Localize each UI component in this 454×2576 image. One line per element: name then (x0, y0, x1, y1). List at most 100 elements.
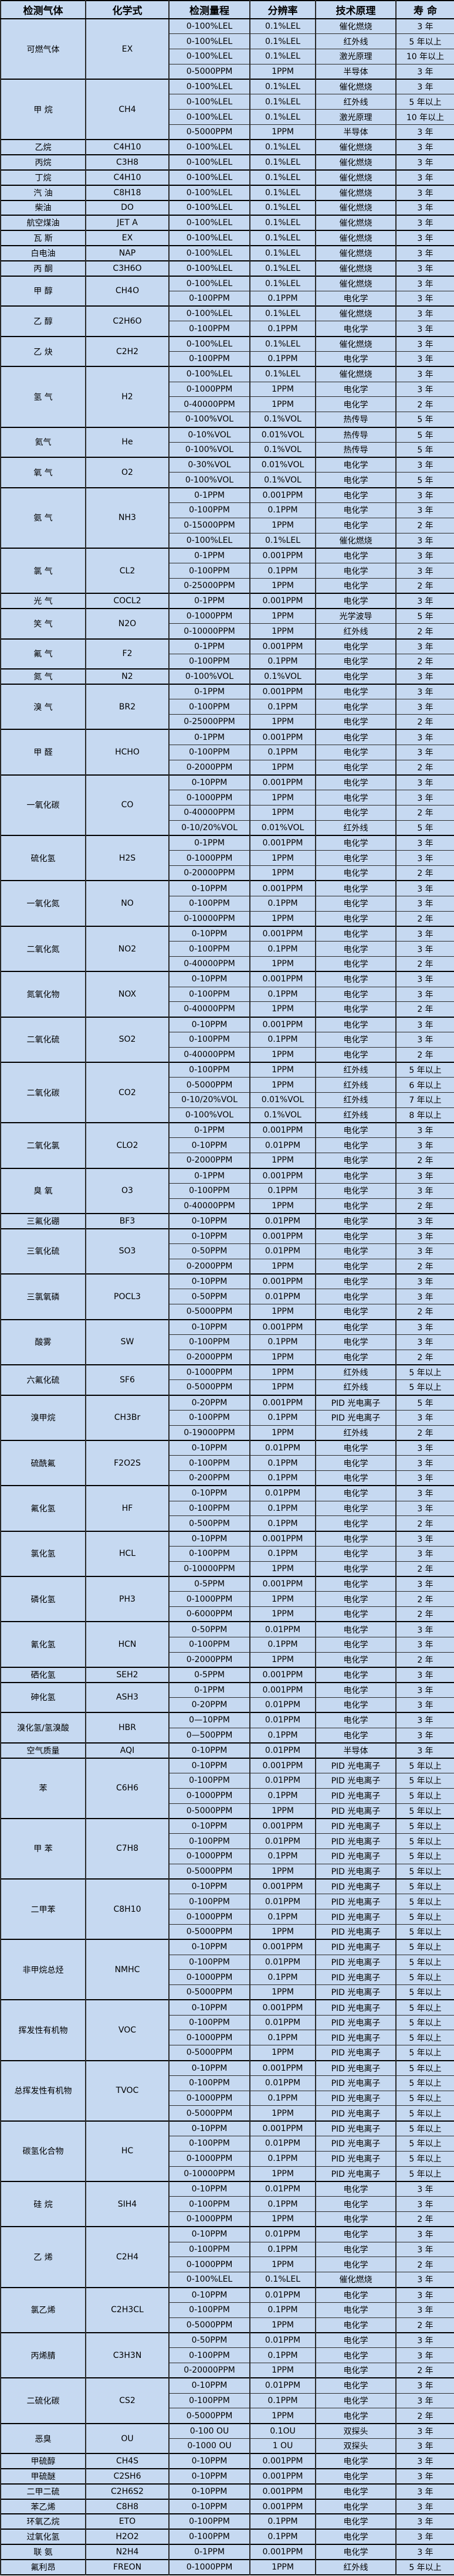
lifespan-cell: 2 年 (395, 1001, 454, 1018)
lifespan-cell: 2 年 (395, 1046, 454, 1063)
table-header: 检测气体 化学式 检测量程 分辨率 技术原理寿 命 (0, 0, 454, 19)
resolution-cell: 0.001PPM (249, 1681, 316, 1698)
table-row: 三氟化硼 BF3 0-10PPM 0.01PPM 电化学 3 年 (0, 1212, 454, 1229)
lifespan-cell: 3 年 (395, 2513, 454, 2530)
principle-cell: 电化学 (315, 2498, 397, 2514)
lifespan-cell: 3 年 (395, 729, 454, 745)
lifespan-cell: 3 年 (395, 971, 454, 987)
range-cell: 0-1PPM (168, 2544, 250, 2560)
lifespan-cell: 3 年 (395, 366, 454, 382)
resolution-cell: 0.1PPM (249, 1787, 316, 1804)
formula-cell: N2 (85, 668, 170, 685)
lifespan-cell: 5 年 (395, 441, 454, 458)
principle-cell: 电化学 (315, 638, 397, 654)
table-row: 光 气 COCL2 0-1PPM 0.001PPM 电化学 3 年 (0, 593, 454, 609)
lifespan-cell: 5 年以上 (395, 33, 454, 50)
range-cell: 0-1000PPM (168, 1848, 250, 1864)
table-row: 0-100PPM 0.1PPM 电化学 3 年 (1, 1455, 454, 1471)
lifespan-cell: 3 年 (395, 563, 454, 579)
principle-cell: 电化学 (315, 2332, 397, 2349)
resolution-cell: 0.001PPM (249, 1757, 316, 1773)
principle-cell: 电化学 (315, 2529, 397, 2545)
resolution-cell: 0.1%VOL (249, 1107, 316, 1123)
range-cell: 0-1PPM (168, 638, 250, 654)
lifespan-cell: 5 年以上 (395, 2105, 454, 2122)
resolution-cell: 0.01PPM (249, 1439, 316, 1456)
resolution-cell: 0.1%LEL (249, 94, 316, 110)
range-cell: 0-1000PPM (168, 790, 250, 806)
range-cell: 0-100PPM (168, 1455, 250, 1471)
lifespan-cell: 5 年以上 (395, 1061, 454, 1078)
range-cell: 0-100%LEL (168, 532, 250, 549)
range-cell: 0-10/20%VOL (168, 1092, 250, 1108)
principle-cell: 电化学 (315, 2483, 397, 2500)
formula-cell: NAP (85, 244, 170, 261)
principle-cell: 电化学 (315, 1349, 397, 1365)
resolution-cell: 0.001PPM (249, 1167, 316, 1184)
table-row: 二硫化碳 CS2 0-10PPM 0.01PPM 电化学 3 年 (0, 2377, 454, 2424)
formula-cell: CO2 (85, 1061, 170, 1123)
principle-cell: 电化学 (315, 759, 397, 776)
resolution-cell: 0.1%LEL (249, 2272, 316, 2288)
lifespan-cell: 2 年 (395, 653, 454, 670)
gas-name-cell: 甲 苯 (0, 1817, 86, 1880)
principle-cell: 电化学 (315, 1198, 397, 1214)
table-row: 氮氧化物 NOX 0-10PPM 0.001PPM 电化学 3 年 (0, 971, 454, 1018)
range-cell: 0-100PPM (168, 1334, 250, 1350)
formula-cell: PH3 (85, 1576, 170, 1622)
gas-name-cell: 柴油 (0, 199, 86, 216)
principle-cell: 电化学 (315, 502, 397, 518)
column-header-5: 寿 命 (395, 0, 454, 19)
range-cell: 0-100%VOL (168, 1107, 250, 1123)
range-cell: 0-100PPM (168, 1636, 250, 1653)
formula-cell: NO (85, 880, 170, 927)
range-cell: 0-5000PPM (168, 1379, 250, 1396)
resolution-cell: 0.001PPM (249, 593, 316, 609)
lifespan-cell: 3 年 (395, 2468, 454, 2485)
principle-cell: 激光原理 (315, 49, 397, 64)
principle-cell: 电化学 (315, 925, 397, 942)
range-cell: 0-6000PPM (168, 1606, 250, 1622)
table-row: 0-50PPM 0.01PPM 电化学 3 年 (1, 1243, 454, 1259)
lifespan-cell: 3 年 (395, 1228, 454, 1245)
range-cell: 0-100%LEL (168, 33, 250, 50)
range-cell: 0-100PPM (168, 2196, 250, 2213)
table-row: 甲 苯 C7H8 0-10PPM 0.001PPM PID 光电离子 5 年以上 (0, 1817, 454, 1880)
gas-name-cell: 恶臭 (0, 2422, 86, 2454)
lifespan-cell: 2 年 (395, 910, 454, 927)
range-cell: 0-20000PPM (168, 865, 250, 881)
lifespan-cell: 5 年以上 (395, 94, 454, 110)
range-cell: 0-50PPM (168, 1621, 250, 1637)
range-cell: 0-10PPM (168, 2180, 250, 2197)
range-cell: 0-1000PPM (168, 608, 250, 624)
principle-cell: 电化学 (315, 2196, 397, 2213)
table-row: 0-100%LEL 0.1%LEL 催化燃烧 3 年 (1, 2272, 454, 2288)
principle-cell: 电化学 (315, 1016, 397, 1032)
lifespan-cell: 5 年 (395, 820, 454, 836)
lifespan-cell: 3 年 (395, 668, 454, 685)
principle-cell: 催化燃烧 (315, 139, 397, 155)
resolution-cell: 0.001PPM (249, 2453, 316, 2469)
principle-cell: PID 光电离子 (315, 2105, 397, 2122)
principle-cell: 催化燃烧 (315, 260, 397, 277)
range-cell: 0-10PPM (168, 1016, 250, 1032)
formula-cell: BF3 (85, 1212, 170, 1229)
range-cell: 0-10PPM (168, 880, 250, 896)
resolution-cell: 0.1%LEL (249, 169, 316, 186)
lifespan-cell: 3 年 (395, 154, 454, 171)
range-cell: 0-100%LEL (168, 18, 250, 35)
resolution-cell: 0.001PPM (249, 1122, 316, 1139)
resolution-cell: 0.01PPM (249, 2286, 316, 2303)
table-row: 0-100PPM 0.1PPM 电化学 2 年 (1, 653, 454, 670)
resolution-cell: 1PPM (249, 1001, 316, 1018)
gas-name-cell: 乙烷 (0, 139, 86, 155)
resolution-cell: 0.001PPM (249, 547, 316, 564)
table-row: 0-1000PPM 1PPM 电化学 3 年 (1, 850, 454, 866)
lifespan-cell: 3 年 (395, 1016, 454, 1032)
table-row: 硫酰氟 F2O2S 0-10PPM 0.01PPM 电化学 3 年 (0, 1439, 454, 1486)
lifespan-cell: 5 年以上 (395, 1969, 454, 1986)
principle-cell: 电化学 (315, 1167, 397, 1184)
range-cell: 0-100%VOL (168, 668, 250, 685)
range-cell: 0-5000PPM (168, 63, 250, 80)
table-row: 0-100%VOL 0.1%VOL 热传导 5 年 (1, 412, 454, 428)
